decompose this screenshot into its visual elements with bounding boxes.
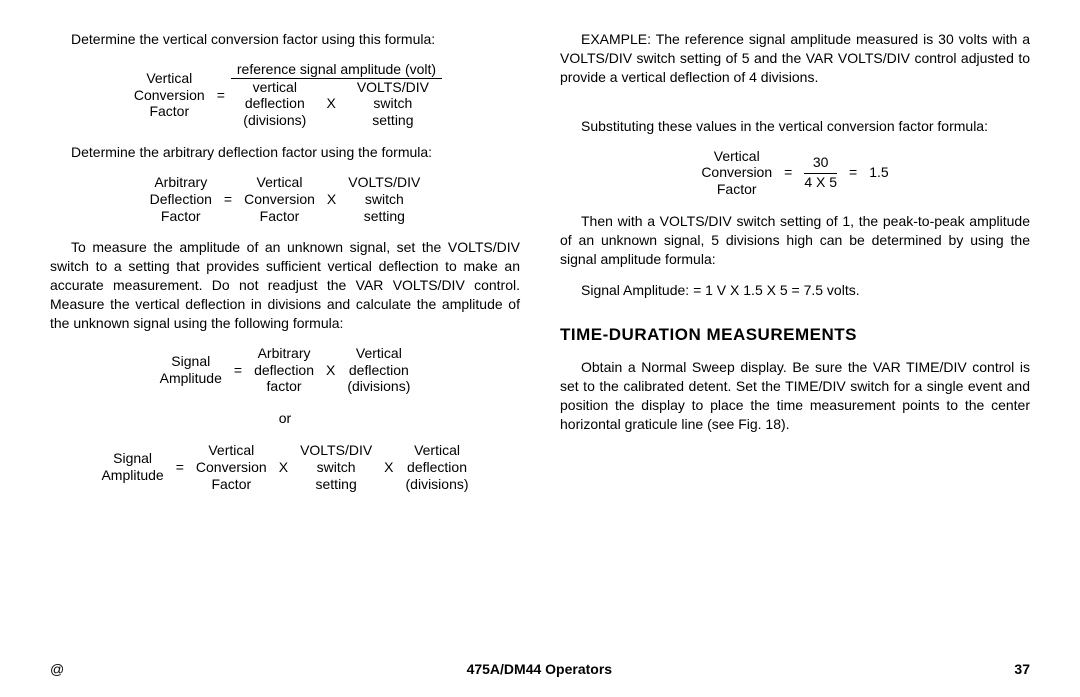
vcf-d2a: VOLTS/DIV bbox=[350, 79, 436, 96]
left-column: Determine the vertical conversion factor… bbox=[50, 30, 520, 653]
vcfn-den: 4 X 5 bbox=[804, 174, 837, 191]
vcf-d1b: deflection bbox=[237, 95, 313, 112]
formula-signal-amplitude-1: Signal Amplitude = Arbitrary deflection … bbox=[50, 345, 520, 395]
adf-eq: = bbox=[218, 174, 238, 224]
adf-l2: Deflection bbox=[150, 191, 212, 208]
heading-time-duration: TIME-DURATION MEASUREMENTS bbox=[560, 324, 1030, 347]
right-p2: Substituting these values in the vertica… bbox=[560, 117, 1030, 136]
sa1-m2: deflection bbox=[254, 362, 314, 379]
adf-l1: Arbitrary bbox=[150, 174, 212, 191]
sa1-r1: Vertical bbox=[347, 345, 410, 362]
or-text: or bbox=[50, 409, 520, 428]
left-p3: To measure the amplitude of an unknown s… bbox=[50, 238, 520, 332]
page: Determine the vertical conversion factor… bbox=[0, 0, 1080, 697]
sa2-c1: Vertical bbox=[406, 442, 469, 459]
sa1-r3: (divisions) bbox=[347, 378, 410, 395]
right-p5: Obtain a Normal Sweep display. Be sure t… bbox=[560, 358, 1030, 434]
formula-arbitrary-deflection: Arbitrary Deflection Factor = Vertical C… bbox=[50, 174, 520, 224]
formula-vertical-conversion: Vertical Conversion Factor = reference s… bbox=[50, 61, 520, 129]
right-column: EXAMPLE: The reference signal amplitude … bbox=[560, 30, 1030, 653]
vcf-num: reference signal amplitude (volt) bbox=[231, 61, 442, 78]
footer-page-number: 37 bbox=[1014, 661, 1030, 677]
sa2-b1: VOLTS/DIV bbox=[300, 442, 372, 459]
sa2-b3: setting bbox=[300, 476, 372, 493]
vcfn-l1: Vertical bbox=[701, 148, 772, 165]
sa2-a3: Factor bbox=[196, 476, 267, 493]
sa2-l2: Amplitude bbox=[101, 467, 163, 484]
sa2-x1: X bbox=[273, 442, 294, 492]
sa1-m1: Arbitrary bbox=[254, 345, 314, 362]
sa1-l1: Signal bbox=[160, 353, 222, 370]
page-footer: @ 475A/DM44 Operators 37 bbox=[50, 661, 1030, 677]
vcfn-eq1: = bbox=[778, 148, 798, 198]
vcf-d2c: setting bbox=[350, 112, 436, 129]
sa2-c2: deflection bbox=[406, 459, 469, 476]
adf-m3: Factor bbox=[244, 208, 315, 225]
left-p1: Determine the vertical conversion factor… bbox=[50, 30, 520, 49]
sa2-l1: Signal bbox=[101, 450, 163, 467]
footer-title: 475A/DM44 Operators bbox=[64, 661, 1014, 677]
adf-x: X bbox=[321, 174, 342, 224]
vcfn-eq2: = bbox=[843, 148, 863, 198]
sa1-eq: = bbox=[228, 345, 248, 395]
vcf-eq: = bbox=[211, 61, 231, 129]
vcf-lhs1: Vertical bbox=[134, 70, 205, 87]
vcf-x: X bbox=[319, 78, 344, 129]
left-p2: Determine the arbitrary deflection facto… bbox=[50, 143, 520, 162]
formula-vcf-numeric: Vertical Conversion Factor = 30 4 X 5 = … bbox=[560, 148, 1030, 198]
right-p1: EXAMPLE: The reference signal amplitude … bbox=[560, 30, 1030, 87]
vcf-d1a: vertical bbox=[237, 79, 313, 96]
adf-m2: Conversion bbox=[244, 191, 315, 208]
sa1-l2: Amplitude bbox=[160, 370, 222, 387]
sa2-eq: = bbox=[170, 442, 190, 492]
vcf-d1c: (divisions) bbox=[237, 112, 313, 129]
vcf-lhs2: Conversion bbox=[134, 87, 205, 104]
vcfn-res: 1.5 bbox=[863, 148, 894, 198]
sa2-a2: Conversion bbox=[196, 459, 267, 476]
vcf-lhs3: Factor bbox=[134, 103, 205, 120]
adf-r3: setting bbox=[348, 208, 420, 225]
sa2-c3: (divisions) bbox=[406, 476, 469, 493]
vcfn-l3: Factor bbox=[701, 181, 772, 198]
sa1-x: X bbox=[320, 345, 341, 395]
sa1-m3: factor bbox=[254, 378, 314, 395]
sa2-b2: switch bbox=[300, 459, 372, 476]
adf-l3: Factor bbox=[150, 208, 212, 225]
content-columns: Determine the vertical conversion factor… bbox=[50, 30, 1030, 653]
vcfn-l2: Conversion bbox=[701, 164, 772, 181]
footer-at: @ bbox=[50, 661, 64, 677]
sa2-x2: X bbox=[378, 442, 399, 492]
adf-m1: Vertical bbox=[244, 174, 315, 191]
vcf-d2b: switch bbox=[350, 95, 436, 112]
vcfn-num: 30 bbox=[804, 154, 837, 174]
right-p3: Then with a VOLTS/DIV switch setting of … bbox=[560, 212, 1030, 269]
formula-signal-amplitude-2: Signal Amplitude = Vertical Conversion F… bbox=[50, 442, 520, 492]
sa1-r2: deflection bbox=[347, 362, 410, 379]
right-p4: Signal Amplitude: = 1 V X 1.5 X 5 = 7.5 … bbox=[560, 281, 1030, 300]
sa2-a1: Vertical bbox=[196, 442, 267, 459]
adf-r1: VOLTS/DIV bbox=[348, 174, 420, 191]
adf-r2: switch bbox=[348, 191, 420, 208]
